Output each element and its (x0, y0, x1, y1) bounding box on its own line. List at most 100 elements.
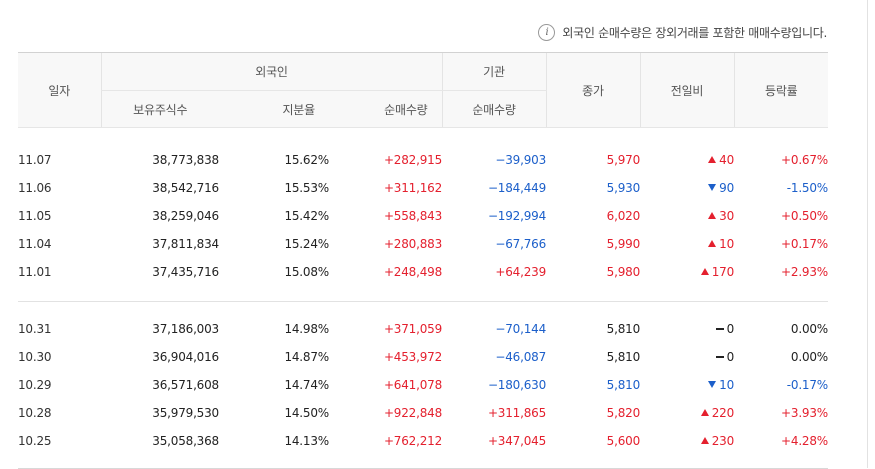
header-date: 일자 (18, 53, 101, 128)
rate-cell: 0.00% (734, 343, 828, 371)
ratio-cell: 14.50% (219, 399, 329, 427)
close-cell: 5,810 (546, 315, 640, 343)
date-cell: 11.04 (18, 230, 101, 258)
holdings-cell: 37,811,834 (101, 230, 219, 258)
holdings-cell: 38,773,838 (101, 146, 219, 174)
header-foreign: 외국인 (101, 53, 442, 91)
change-cell: 10 (640, 230, 734, 258)
rate-cell: +4.28% (734, 427, 828, 455)
holdings-cell: 36,904,016 (101, 343, 219, 371)
rate-cell: +2.93% (734, 258, 828, 286)
holdings-cell: 36,571,608 (101, 371, 219, 399)
group-separator (18, 286, 828, 315)
holdings-cell: 35,058,368 (101, 427, 219, 455)
close-cell: 5,980 (546, 258, 640, 286)
rate-cell: -1.50% (734, 174, 828, 202)
flat-dash-icon (716, 328, 724, 330)
change-value: 10 (719, 237, 734, 251)
header-ratio: 지분율 (219, 91, 329, 128)
change-value: 10 (719, 378, 734, 392)
foreign-net-cell: +248,498 (329, 258, 442, 286)
up-triangle-icon (708, 240, 716, 247)
change-value: 230 (712, 434, 734, 448)
close-cell: 5,600 (546, 427, 640, 455)
ratio-cell: 15.53% (219, 174, 329, 202)
change-value: 220 (712, 406, 734, 420)
date-cell: 10.29 (18, 371, 101, 399)
change-cell: 0 (640, 343, 734, 371)
date-cell: 11.06 (18, 174, 101, 202)
inst-net-cell: +311,865 (442, 399, 546, 427)
rate-cell: 0.00% (734, 315, 828, 343)
ratio-cell: 14.87% (219, 343, 329, 371)
up-triangle-icon (708, 212, 716, 219)
foreign-net-cell: +453,972 (329, 343, 442, 371)
rate-cell: +3.93% (734, 399, 828, 427)
notice-text: 외국인 순매수량은 장외거래를 포함한 매매수량입니다. (562, 24, 827, 41)
close-cell: 5,990 (546, 230, 640, 258)
foreign-net-cell: +558,843 (329, 202, 442, 230)
notice: i 외국인 순매수량은 장외거래를 포함한 매매수량입니다. (538, 22, 827, 42)
change-cell: 220 (640, 399, 734, 427)
rate-cell: +0.17% (734, 230, 828, 258)
date-cell: 11.01 (18, 258, 101, 286)
holdings-cell: 35,979,530 (101, 399, 219, 427)
inst-net-cell: −70,144 (442, 315, 546, 343)
inst-net-cell: −192,994 (442, 202, 546, 230)
ratio-cell: 14.98% (219, 315, 329, 343)
bottom-separator (18, 455, 828, 469)
change-cell: 10 (640, 371, 734, 399)
close-cell: 5,820 (546, 399, 640, 427)
header-inst-net: 순매수량 (442, 91, 546, 128)
foreign-net-cell: +371,059 (329, 315, 442, 343)
info-icon: i (538, 24, 555, 41)
foreign-net-cell: +280,883 (329, 230, 442, 258)
header-institution: 기관 (442, 53, 546, 91)
change-value: 0 (727, 350, 734, 364)
ratio-cell: 15.08% (219, 258, 329, 286)
header-holdings: 보유주식수 (101, 91, 219, 128)
date-cell: 10.30 (18, 343, 101, 371)
holdings-cell: 38,542,716 (101, 174, 219, 202)
header-close: 종가 (546, 53, 640, 128)
inst-net-cell: −184,449 (442, 174, 546, 202)
page-edge-rule (867, 0, 868, 468)
ratio-cell: 15.62% (219, 146, 329, 174)
close-cell: 5,810 (546, 343, 640, 371)
ratio-cell: 15.42% (219, 202, 329, 230)
change-cell: 230 (640, 427, 734, 455)
date-cell: 11.07 (18, 146, 101, 174)
foreign-net-cell: +762,212 (329, 427, 442, 455)
inst-net-cell: +347,045 (442, 427, 546, 455)
change-value: 30 (719, 209, 734, 223)
inst-net-cell: −180,630 (442, 371, 546, 399)
change-cell: 0 (640, 315, 734, 343)
inst-net-cell: −46,087 (442, 343, 546, 371)
close-cell: 5,810 (546, 371, 640, 399)
foreign-net-cell: +641,078 (329, 371, 442, 399)
investor-trading-table: 일자 외국인 기관 종가 전일비 등락률 보유주식수 지분율 순매수량 순매수량… (18, 52, 828, 469)
change-cell: 90 (640, 174, 734, 202)
header-change: 전일비 (640, 53, 734, 128)
holdings-cell: 38,259,046 (101, 202, 219, 230)
up-triangle-icon (701, 437, 709, 444)
ratio-cell: 14.13% (219, 427, 329, 455)
up-triangle-icon (701, 268, 709, 275)
flat-dash-icon (716, 356, 724, 358)
change-value: 40 (719, 153, 734, 167)
change-cell: 30 (640, 202, 734, 230)
down-triangle-icon (708, 381, 716, 388)
up-triangle-icon (708, 156, 716, 163)
change-value: 170 (712, 265, 734, 279)
header-rate: 등락률 (734, 53, 828, 128)
ratio-cell: 14.74% (219, 371, 329, 399)
